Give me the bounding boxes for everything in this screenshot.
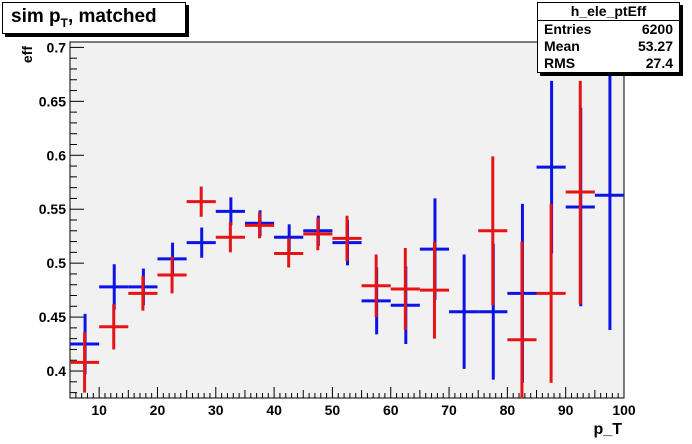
data-series (70, 60, 624, 398)
title-rest: , matched (67, 6, 157, 27)
stats-box: h_ele_ptEff Entries 6200 Mean 53.27 RMS … (537, 2, 680, 73)
stats-row-mean: Mean 53.27 (538, 38, 679, 55)
axis-ticks: 10 20 30 40 50 60 70 80 90 100 0.4 0.45 0.5 0.55 0.6 0.… (39, 39, 636, 418)
stats-row-rms: RMS 27.4 (538, 55, 679, 72)
stats-label: Mean (544, 38, 580, 54)
y-tick-label: 0.4 (47, 363, 67, 379)
x-tick-label: 100 (612, 402, 636, 418)
y-tick-label: 0.7 (47, 39, 67, 55)
title-subscript: T (60, 16, 68, 30)
y-tick-label: 0.65 (39, 93, 66, 109)
x-tick-label: 80 (500, 402, 516, 418)
x-tick-label: 30 (208, 402, 224, 418)
stats-value: 6200 (641, 21, 673, 37)
y-tick-label: 0.45 (39, 309, 66, 325)
stats-value: 53.27 (637, 38, 673, 54)
x-tick-label: 90 (558, 402, 574, 418)
stats-label: RMS (544, 55, 576, 71)
y-axis-title: eff (19, 46, 35, 63)
stats-value: 27.4 (645, 55, 673, 71)
x-tick-label: 40 (266, 402, 282, 418)
y-tick-label: 0.6 (47, 147, 67, 163)
x-tick-label: 20 (150, 402, 166, 418)
y-tick-label: 0.55 (39, 201, 66, 217)
histogram-title: sim pT, matched (2, 2, 186, 34)
x-axis-title: p_T (594, 421, 623, 438)
stats-row-entries: Entries 6200 (538, 21, 679, 38)
y-tick-label: 0.5 (47, 255, 67, 271)
x-tick-label: 60 (383, 402, 399, 418)
x-tick-label: 70 (441, 402, 457, 418)
axis-labels: p_T eff (19, 46, 622, 438)
title-main: sim p (11, 6, 61, 27)
x-tick-label: 50 (325, 402, 341, 418)
stats-histogram-name: h_ele_ptEff (538, 3, 679, 21)
stats-label: Entries (544, 21, 592, 37)
x-tick-label: 10 (91, 402, 107, 418)
series-red (70, 80, 595, 398)
